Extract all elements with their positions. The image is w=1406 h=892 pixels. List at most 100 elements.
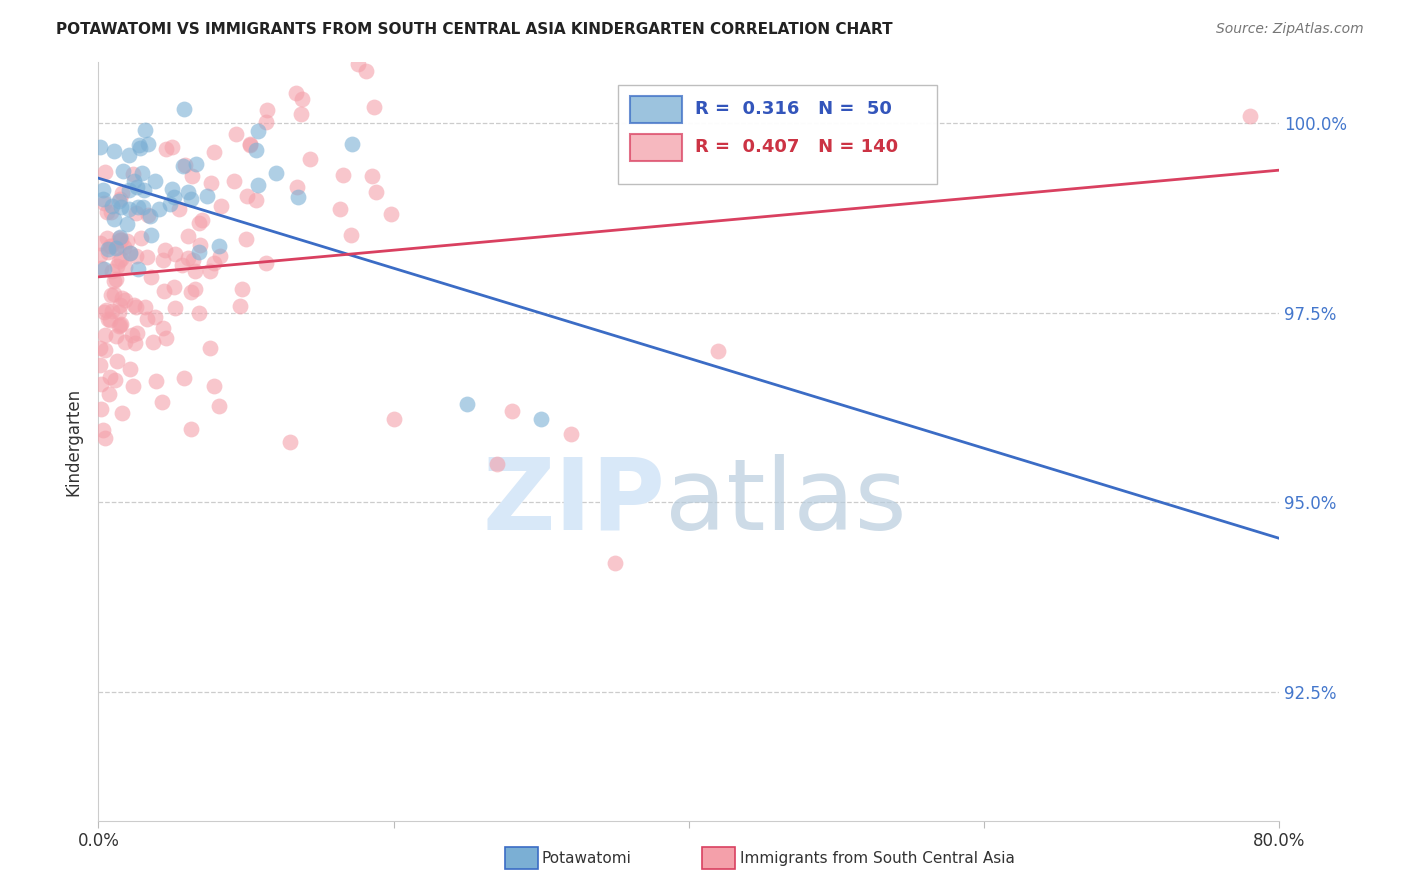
Point <box>1239 109 1261 123</box>
Point <box>160 182 183 196</box>
Point <box>94 165 117 179</box>
Point <box>118 183 141 197</box>
Point <box>202 378 225 392</box>
Point <box>89 236 111 251</box>
Point <box>153 244 176 258</box>
Point <box>136 137 159 152</box>
Point <box>96 204 118 219</box>
Point <box>114 260 136 274</box>
Point <box>173 371 195 385</box>
Point <box>208 250 231 264</box>
Text: POTAWATOMI VS IMMIGRANTS FROM SOUTH CENTRAL ASIA KINDERGARTEN CORRELATION CHART: POTAWATOMI VS IMMIGRANTS FROM SOUTH CENT… <box>56 22 893 37</box>
Point <box>148 202 170 217</box>
Point <box>125 249 148 263</box>
Text: Potawatomi: Potawatomi <box>541 851 631 865</box>
Point <box>121 327 143 342</box>
Point <box>177 252 200 266</box>
Point <box>131 166 153 180</box>
Point <box>108 192 131 206</box>
Point <box>188 306 211 320</box>
Point <box>181 169 204 183</box>
Point <box>105 260 128 274</box>
Point <box>202 256 225 270</box>
Point <box>246 178 269 192</box>
Point <box>110 233 132 247</box>
Point <box>707 343 730 358</box>
Point <box>104 329 127 343</box>
Point <box>112 164 135 178</box>
Point <box>101 304 124 318</box>
Point <box>188 237 211 252</box>
Point <box>152 253 174 268</box>
Point <box>159 197 181 211</box>
Point <box>156 43 179 57</box>
Y-axis label: Kindergarten: Kindergarten <box>65 387 83 496</box>
Point <box>245 143 267 157</box>
Point <box>89 341 111 355</box>
Point <box>180 192 202 206</box>
Point <box>247 124 270 138</box>
Point <box>340 136 363 151</box>
Point <box>180 422 202 436</box>
Point <box>125 205 148 219</box>
Point <box>143 310 166 324</box>
Point <box>256 256 278 270</box>
Point <box>291 92 314 106</box>
Text: Immigrants from South Central Asia: Immigrants from South Central Asia <box>740 851 1015 865</box>
Point <box>104 241 127 255</box>
Point <box>127 200 149 214</box>
Point <box>136 312 159 326</box>
Point <box>142 335 165 350</box>
Point <box>174 158 197 172</box>
Point <box>93 192 115 206</box>
Point <box>195 189 218 203</box>
Point <box>129 230 152 244</box>
Point <box>127 261 149 276</box>
Point <box>108 253 131 268</box>
Point <box>346 57 368 71</box>
Point <box>97 312 120 326</box>
Text: ZIP: ZIP <box>482 454 665 550</box>
Point <box>127 326 149 340</box>
Point <box>136 250 159 264</box>
Point <box>231 282 253 296</box>
Point <box>239 138 262 153</box>
Point <box>124 336 146 351</box>
Point <box>155 142 177 156</box>
Point <box>427 45 450 60</box>
Point <box>236 189 259 203</box>
Text: R =  0.316   N =  50: R = 0.316 N = 50 <box>695 101 891 119</box>
Point <box>207 399 229 413</box>
Point <box>115 234 138 248</box>
Point <box>111 406 134 420</box>
Point <box>93 196 115 211</box>
Point <box>340 228 363 243</box>
Point <box>364 185 387 199</box>
Point <box>114 293 136 308</box>
Point <box>91 183 114 197</box>
Point <box>111 186 134 201</box>
Point <box>100 199 122 213</box>
Point <box>486 458 509 472</box>
Point <box>141 270 163 285</box>
Point <box>128 137 150 152</box>
Point <box>107 240 129 254</box>
Point <box>256 103 278 117</box>
Point <box>110 298 132 312</box>
Point <box>93 0 115 3</box>
Point <box>329 202 352 216</box>
Point <box>98 370 121 384</box>
Point <box>110 318 132 332</box>
Point <box>98 313 121 327</box>
Point <box>125 300 148 314</box>
Point <box>264 166 287 180</box>
Point <box>184 157 207 171</box>
Point <box>118 246 141 260</box>
Point <box>108 319 131 334</box>
Point <box>363 100 385 114</box>
Point <box>89 358 111 372</box>
Point <box>155 331 177 345</box>
Point <box>163 190 186 204</box>
Point <box>125 179 148 194</box>
Point <box>139 210 162 224</box>
